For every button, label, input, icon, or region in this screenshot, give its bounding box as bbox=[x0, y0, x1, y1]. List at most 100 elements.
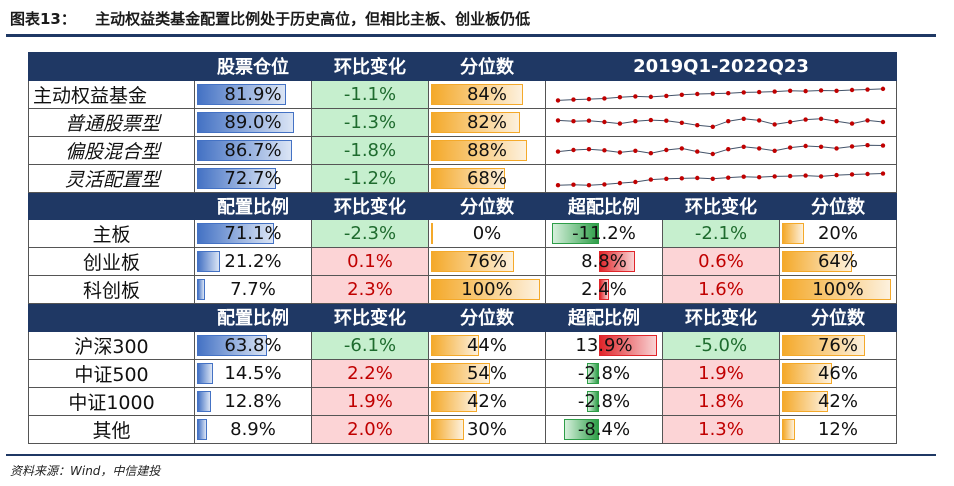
fund-header-1: 环比变化 bbox=[311, 52, 429, 81]
allocation-percentile-value: 42% bbox=[466, 390, 507, 412]
percentile-bar bbox=[431, 167, 506, 189]
overweight-value: -8.4% bbox=[577, 418, 631, 440]
allocation-percentile-bar bbox=[431, 279, 540, 300]
index-header-0: 配置比例 bbox=[194, 303, 312, 332]
stock-position-bar bbox=[197, 167, 277, 189]
sparkline-point bbox=[679, 175, 685, 181]
overweight-change: 0.6% bbox=[662, 247, 780, 276]
sparkline-point bbox=[880, 170, 886, 176]
sparkline-cell bbox=[545, 79, 897, 109]
allocation-percentile: 30% bbox=[428, 414, 546, 444]
row-name: 主动权益基金 bbox=[28, 79, 195, 109]
sparkline-point bbox=[555, 182, 561, 187]
sparkline-point bbox=[756, 89, 762, 94]
overweight-change-value: -2.1% bbox=[694, 223, 748, 244]
overweight-percentile-bar bbox=[782, 251, 852, 272]
overweight-change-value: 1.9% bbox=[698, 362, 744, 384]
sparkline-point bbox=[741, 116, 746, 121]
overweight-value: -2.8% bbox=[577, 390, 631, 412]
sparkline-point bbox=[633, 118, 638, 123]
sparkline-point bbox=[617, 120, 623, 126]
row-name: 中证1000 bbox=[28, 386, 195, 416]
percentile-value: 68% bbox=[466, 167, 507, 189]
sparkline-point bbox=[679, 145, 685, 151]
allocation-value: 71.1% bbox=[224, 223, 282, 244]
allocation-percentile: 54% bbox=[428, 358, 546, 388]
overweight-percentile: 20% bbox=[779, 219, 897, 248]
overweight-percentile-bar bbox=[782, 362, 833, 384]
fund-header-row: 股票仓位 环比变化 分位数 2019Q1-2022Q23 bbox=[28, 52, 897, 81]
overweight-percentile-bar bbox=[782, 279, 891, 300]
overweight-change: 1.6% bbox=[662, 275, 780, 304]
table-row: 中证500 14.5% 2.2% 54% -2.8% 1.9% 46% bbox=[28, 358, 897, 388]
stock-position-value: 81.9% bbox=[224, 83, 282, 105]
allocation-change: 0.1% bbox=[311, 247, 429, 276]
sparkline-point bbox=[834, 118, 839, 123]
allocation-change-value: -6.1% bbox=[343, 334, 397, 356]
sparkline-point bbox=[741, 89, 746, 95]
position-change: -1.1% bbox=[311, 79, 429, 109]
overweight-percentile-bar bbox=[782, 334, 865, 356]
overweight: -8.4% bbox=[545, 414, 663, 444]
allocation-change-value: 0.1% bbox=[347, 251, 393, 272]
percentile-value: 82% bbox=[466, 111, 507, 133]
sparkline-line bbox=[557, 87, 884, 101]
table-row: 中证1000 12.8% 1.9% 42% -2.8% 1.8% 42% bbox=[28, 386, 897, 416]
allocation-percentile-bar bbox=[431, 251, 514, 272]
sparkline-point bbox=[648, 117, 654, 122]
table-row: 科创板 7.7% 2.3% 100% 2.4% 1.6% 100% bbox=[28, 275, 897, 304]
sparkline-point bbox=[571, 118, 576, 123]
row-name: 其他 bbox=[28, 414, 195, 444]
figure-title-text: 主动权益类基金配置比例处于历史高位，但相比主板、创业板仍低 bbox=[95, 10, 531, 28]
sparkline-point bbox=[865, 117, 870, 123]
position-change: -1.2% bbox=[311, 163, 429, 193]
row-name: 创业板 bbox=[28, 247, 195, 276]
allocation-percentile: 44% bbox=[428, 330, 546, 360]
row-name: 灵活配置型 bbox=[28, 163, 195, 193]
allocation: 71.1% bbox=[194, 219, 312, 248]
table-row: 其他 8.9% 2.0% 30% -8.4% 1.3% 12% bbox=[28, 414, 897, 444]
board-header-5: 分位数 bbox=[779, 191, 897, 220]
overweight-percentile-value: 100% bbox=[812, 279, 864, 300]
allocation-change: -6.1% bbox=[311, 330, 429, 360]
index-header-5: 分位数 bbox=[779, 303, 897, 332]
allocation-bar bbox=[197, 279, 206, 300]
board-header-2: 分位数 bbox=[428, 191, 546, 220]
sparkline bbox=[555, 142, 886, 156]
bottom-rule bbox=[6, 454, 936, 456]
index-header-2: 分位数 bbox=[428, 303, 546, 332]
sparkline-point bbox=[803, 172, 808, 178]
sparkline-point bbox=[849, 87, 855, 92]
percentile: 68% bbox=[428, 163, 546, 193]
row-name: 主板 bbox=[28, 219, 195, 248]
sparkline-point bbox=[648, 150, 654, 155]
overweight-value: -11.2% bbox=[572, 223, 636, 244]
fund-header-blank bbox=[28, 52, 195, 81]
table-row: 普通股票型 89.0% -1.3% 82% bbox=[28, 107, 897, 137]
overweight-bar bbox=[586, 390, 599, 412]
overweight-bar bbox=[586, 362, 599, 384]
sparkline-line bbox=[557, 117, 884, 127]
sparkline-point bbox=[679, 92, 685, 97]
sparkline-point bbox=[726, 174, 731, 180]
overweight-bar bbox=[563, 418, 599, 440]
allocation-value: 21.2% bbox=[224, 251, 282, 272]
table-row: 偏股混合型 86.7% -1.8% 88% bbox=[28, 135, 897, 165]
sparkline-point bbox=[756, 117, 762, 123]
sparkline-point bbox=[648, 176, 654, 182]
overweight-percentile: 64% bbox=[779, 247, 897, 276]
row-name: 科创板 bbox=[28, 275, 195, 304]
sparkline-point bbox=[849, 143, 855, 149]
sparkline-point bbox=[741, 144, 746, 149]
sparkline-point bbox=[602, 119, 607, 124]
allocation-percentile: 76% bbox=[428, 247, 546, 276]
allocation-change-value: 2.2% bbox=[347, 362, 393, 384]
sparkline bbox=[555, 86, 886, 103]
allocation: 14.5% bbox=[194, 358, 312, 388]
sparkline-point bbox=[586, 182, 592, 187]
row-name: 普通股票型 bbox=[28, 107, 195, 137]
allocation-change-value: -2.3% bbox=[343, 223, 397, 244]
overweight: 2.4% bbox=[545, 275, 663, 304]
percentile-bar bbox=[431, 139, 527, 161]
sparkline-point bbox=[726, 146, 731, 151]
